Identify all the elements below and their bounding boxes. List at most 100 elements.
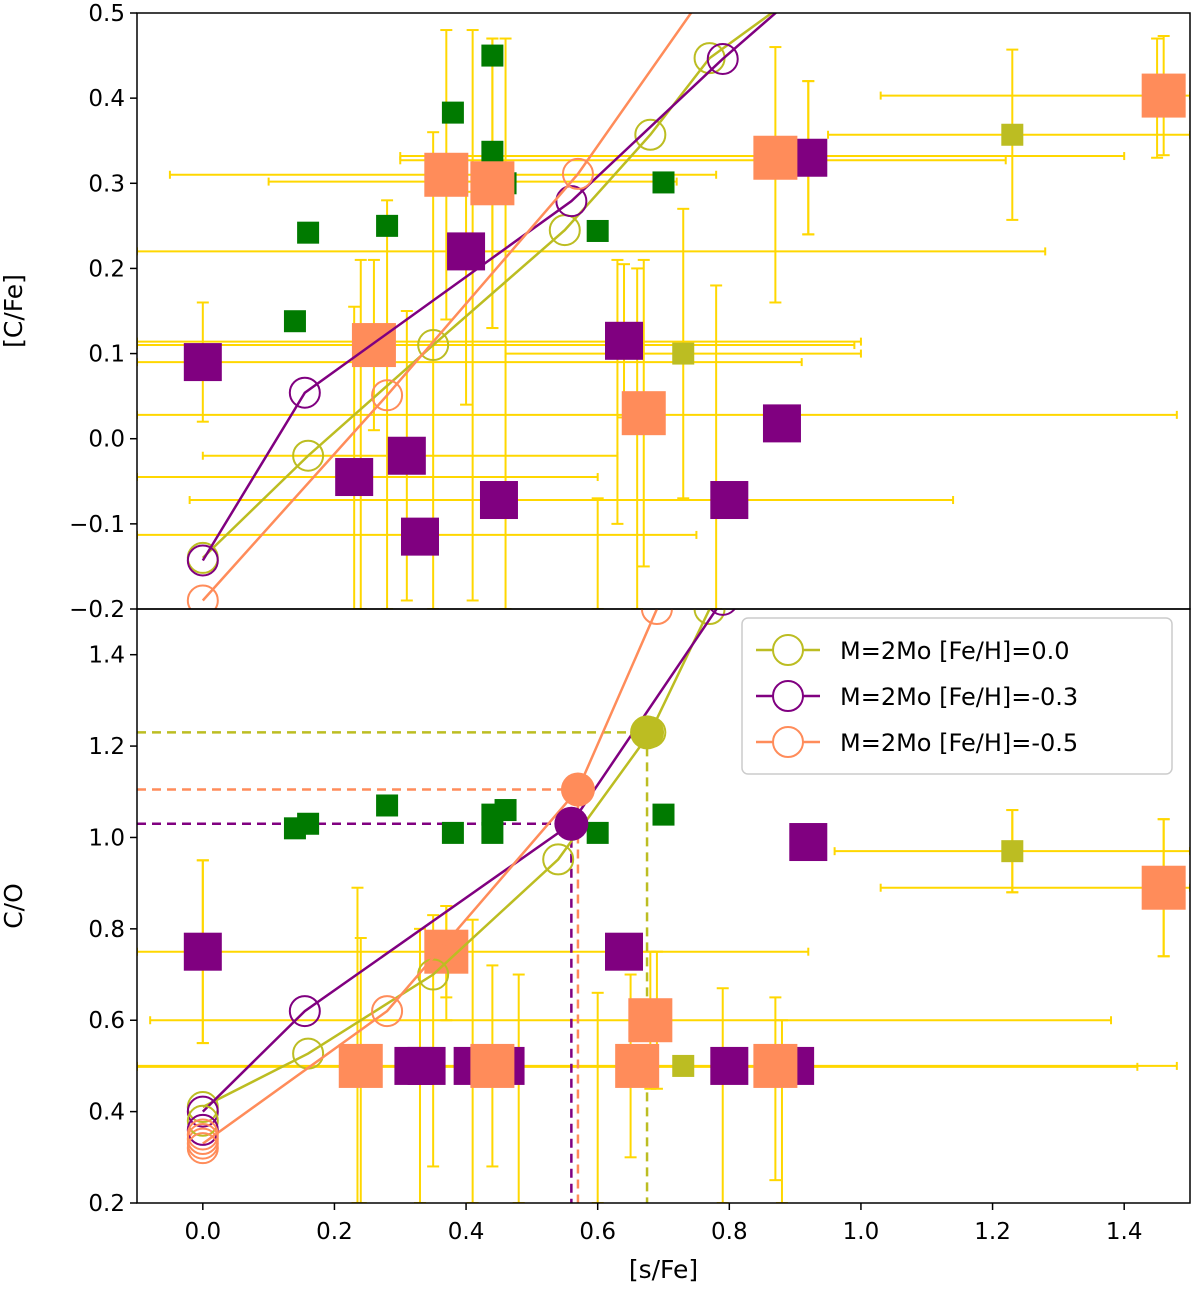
model-open-circle (417, 329, 450, 362)
purple-square-point (789, 823, 828, 862)
legend-label: M=2Mo [Fe/H]=0.0 (840, 637, 1070, 665)
legend-marker (772, 680, 804, 712)
green-square-point (376, 794, 399, 817)
x-tick-label: 1.0 (843, 1219, 880, 1245)
purple-square-point (387, 436, 426, 475)
legend-box (741, 617, 1173, 775)
model-open-circle (186, 1123, 219, 1156)
legend-marker (772, 726, 804, 758)
purple-square-point (400, 517, 439, 556)
x-tick-label: 0.0 (185, 1219, 222, 1245)
y-tick-label: 0.5 (88, 1, 125, 27)
y-tick-label: 1.0 (88, 825, 125, 851)
x-tick-label: 1.2 (974, 1219, 1011, 1245)
purple-square-point (762, 404, 801, 443)
green-square-point (283, 310, 306, 333)
plot-area (137, 0, 1190, 609)
purple-square-point (605, 932, 644, 971)
model-open-circle (288, 995, 321, 1028)
yellow-square-point (1001, 840, 1024, 863)
purple-square-point (605, 321, 644, 360)
model-open-circle (634, 118, 667, 151)
orange-square-point (615, 1043, 660, 1088)
green-square-point (297, 221, 320, 244)
orange-square-point (338, 1043, 383, 1088)
model-line-1 (201, 13, 778, 562)
y-tick-label: 0.4 (88, 1100, 125, 1126)
y-tick-label: −0.2 (69, 597, 125, 623)
green-square-point (441, 821, 464, 844)
green-square-point (652, 803, 675, 826)
y-tick-label: 0.8 (88, 917, 125, 943)
model-open-circle (186, 544, 219, 577)
green-square-point (481, 821, 504, 844)
green-square-point (494, 799, 517, 822)
model-open-circle (708, 571, 738, 601)
orange-square-point (470, 1043, 515, 1088)
model-open-circle (371, 379, 404, 412)
legend-label: M=2Mo [Fe/H]=-0.5 (840, 729, 1078, 757)
orange-square-point (351, 323, 396, 368)
green-square-point (376, 214, 399, 237)
model-open-circle (780, 0, 810, 11)
y-tick-label: 0.3 (88, 171, 125, 197)
model-line-0 (201, 13, 774, 559)
legend: M=2Mo [Fe/H]=0.0 M=2Mo [Fe/H]=-0.3 M=2Mo [… (741, 617, 1173, 775)
legend-marker (772, 634, 804, 666)
purple-square-point (447, 232, 486, 271)
model-open-circle (693, 609, 726, 625)
yellow-square-point (672, 342, 695, 365)
model-line-0 (202, 609, 712, 1109)
x-tick-label: 0.2 (316, 1219, 353, 1245)
orange-square-point (424, 152, 469, 197)
model-open-circle (688, 0, 718, 11)
model-open-circle (640, 609, 673, 625)
legend-label: M=2Mo [Fe/H]=-0.3 (840, 683, 1078, 711)
x-tick-label: 0.4 (448, 1219, 485, 1245)
orange-square-point (470, 161, 515, 206)
intersection-filled-circle (630, 715, 665, 750)
y-tick-label: 0.4 (88, 86, 125, 112)
y-tick-label: 1.4 (88, 643, 125, 669)
model-open-circle (186, 1104, 219, 1137)
purple-square-point (183, 343, 222, 382)
model-open-circle (542, 843, 575, 876)
model-open-circle (662, 567, 692, 597)
model-open-circle (186, 1095, 219, 1128)
model-open-circle (288, 376, 321, 409)
purple-square-point (710, 1046, 749, 1085)
purple-square-point (183, 932, 222, 971)
model-open-circle (186, 584, 219, 609)
y-tick-label: −0.1 (69, 512, 125, 538)
model-open-circle (555, 185, 588, 218)
green-square-point (586, 821, 609, 844)
y-axis-label: [C/Fe] (0, 274, 28, 348)
model-open-circle (709, 609, 736, 616)
orange-square-point (1141, 865, 1186, 910)
green-square-point (586, 219, 609, 242)
y-tick-label: 0.1 (88, 342, 125, 368)
orange-square-point (1141, 73, 1186, 118)
orange-square-point (621, 391, 666, 436)
model-open-circle (371, 995, 404, 1028)
yellow-square-point (1001, 123, 1024, 146)
model-open-circle (780, 0, 810, 11)
model-open-circle (186, 1132, 219, 1165)
y-tick-label: 0.2 (88, 1191, 125, 1217)
model-open-circle (706, 42, 739, 75)
y-tick-label: 0.6 (88, 1008, 125, 1034)
y-tick-label: 0.2 (88, 256, 125, 282)
green-square-point (481, 44, 504, 67)
model-open-circle (292, 439, 325, 472)
purple-square-point (479, 481, 518, 520)
y-tick-label: 0.0 (88, 427, 125, 453)
x-tick-label: 0.6 (579, 1219, 616, 1245)
x-axis-label: [s/Fe] (629, 1255, 698, 1284)
bottom-panel: 0.2 0.4 0.6 0.8 1.0 1.2 1.4 C/O 0.0 0.2 0.4 0.6 0.8 1… (0, 557, 1191, 1284)
orange-square-point (753, 1043, 798, 1088)
x-tick-label: 1.4 (1106, 1219, 1143, 1245)
model-open-circle (727, 557, 757, 587)
green-square-point (441, 101, 464, 124)
orange-square-point (753, 135, 798, 180)
